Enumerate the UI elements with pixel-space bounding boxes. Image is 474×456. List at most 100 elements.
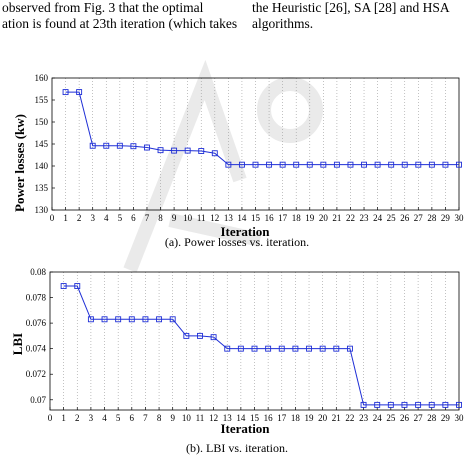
x-tick-label-a-24: 24 bbox=[373, 213, 383, 223]
x-tick-label-a-21: 21 bbox=[332, 213, 341, 223]
x-tick-label-b-12: 12 bbox=[209, 413, 218, 423]
x-tick-label-a-4: 4 bbox=[104, 213, 109, 223]
x-tick-label-a-30: 30 bbox=[455, 213, 465, 223]
data-point-b-4 bbox=[101, 316, 108, 323]
data-point-b-24 bbox=[374, 401, 381, 408]
x-tick-label-a-2: 2 bbox=[77, 213, 82, 223]
data-point-a-30 bbox=[456, 161, 462, 168]
x-tick-label-a-27: 27 bbox=[414, 213, 424, 223]
x-tick-label-a-19: 19 bbox=[305, 213, 315, 223]
y-tick-label-a-0: 130 bbox=[35, 205, 49, 215]
data-point-a-23 bbox=[361, 161, 367, 168]
x-tick-label-b-14: 14 bbox=[236, 413, 246, 423]
data-point-a-1 bbox=[62, 89, 69, 96]
x-tick-label-a-22: 22 bbox=[346, 213, 355, 223]
x-tick-label-b-3: 3 bbox=[89, 413, 94, 423]
x-tick-label-a-16: 16 bbox=[265, 213, 275, 223]
y-tick-label-b-2: 0.074 bbox=[26, 344, 47, 354]
data-point-b-3 bbox=[87, 316, 94, 323]
y-axis-label-b: LBI bbox=[10, 333, 25, 355]
power-losses-chart: 0 1 2 3 4 5 6 7 8 9 10 11 12 13 14 15 16 17 18 19 20 21 22 23 24… bbox=[12, 73, 465, 239]
data-point-b-5 bbox=[115, 316, 122, 323]
x-tick-label-a-1: 1 bbox=[63, 213, 68, 223]
data-point-a-18 bbox=[293, 161, 300, 168]
y-tick-label-b-1: 0.072 bbox=[26, 369, 46, 379]
data-point-b-9 bbox=[169, 316, 176, 323]
x-tick-label-b-1: 1 bbox=[61, 413, 66, 423]
x-tick-label-a-28: 28 bbox=[427, 213, 437, 223]
series-line-b bbox=[63, 285, 459, 406]
data-point-b-8 bbox=[156, 316, 163, 323]
data-point-b-2 bbox=[74, 283, 81, 290]
x-tick-label-b-27: 27 bbox=[414, 413, 424, 423]
data-point-b-20 bbox=[319, 345, 326, 352]
x-tick-label-a-6: 6 bbox=[131, 213, 136, 223]
data-point-a-6 bbox=[130, 143, 137, 150]
x-tick-label-a-13: 13 bbox=[224, 213, 234, 223]
data-point-b-21 bbox=[333, 345, 340, 352]
data-point-a-16 bbox=[266, 161, 273, 168]
data-point-a-8 bbox=[157, 147, 164, 154]
x-tick-label-a-10: 10 bbox=[183, 213, 193, 223]
data-point-a-7 bbox=[144, 144, 150, 151]
y-tick-label-a-2: 140 bbox=[35, 161, 49, 171]
x-tick-label-a-5: 5 bbox=[118, 213, 123, 223]
x-tick-label-b-9: 9 bbox=[170, 413, 175, 423]
x-tick-label-a-0: 0 bbox=[50, 213, 55, 223]
x-tick-label-a-20: 20 bbox=[319, 213, 329, 223]
data-point-b-27 bbox=[415, 401, 422, 408]
data-point-b-6 bbox=[128, 316, 135, 323]
y-axis-label-a: Power losses (kw) bbox=[12, 114, 27, 212]
right-column-line-2: algorithms. bbox=[252, 16, 314, 31]
data-point-b-7 bbox=[142, 316, 149, 323]
data-point-a-13 bbox=[225, 161, 232, 168]
x-tick-label-b-7: 7 bbox=[143, 413, 148, 423]
y-tick-label-b-5: 0.08 bbox=[30, 267, 46, 277]
data-point-a-26 bbox=[401, 161, 408, 168]
x-tick-label-b-6: 6 bbox=[130, 413, 135, 423]
plot-area-a: 0 1 2 3 4 5 6 7 8 9 10 11 12 13 14 15 16 17 18 19 20 21 22 23 24… bbox=[35, 73, 465, 223]
x-tick-label-b-15: 15 bbox=[250, 413, 260, 423]
data-point-b-13 bbox=[224, 345, 231, 352]
x-tick-label-a-11: 11 bbox=[197, 213, 206, 223]
x-tick-label-b-16: 16 bbox=[264, 413, 274, 423]
x-tick-label-a-12: 12 bbox=[210, 213, 219, 223]
data-point-a-3 bbox=[89, 142, 96, 149]
x-tick-label-a-7: 7 bbox=[145, 213, 150, 223]
x-tick-label-b-5: 5 bbox=[116, 413, 121, 423]
x-tick-label-b-10: 10 bbox=[182, 413, 192, 423]
x-tick-label-b-20: 20 bbox=[318, 413, 328, 423]
data-point-a-21 bbox=[333, 161, 340, 168]
y-tick-label-a-4: 150 bbox=[35, 117, 49, 127]
caption-a: (a). Power losses vs. iteration. bbox=[164, 235, 310, 249]
left-column-line-2: ation is found at 23th iteration (which … bbox=[2, 16, 238, 31]
data-point-a-17 bbox=[279, 161, 286, 168]
left-column-line-1: observed from Fig. 3 that the optimal bbox=[2, 0, 204, 15]
data-point-a-2 bbox=[76, 89, 83, 96]
x-tick-label-a-29: 29 bbox=[441, 213, 451, 223]
x-axis-label-a: Iteration bbox=[220, 224, 270, 239]
x-tick-label-b-26: 26 bbox=[400, 413, 410, 423]
x-tick-label-b-11: 11 bbox=[196, 413, 205, 423]
x-tick-label-b-4: 4 bbox=[102, 413, 107, 423]
data-point-b-15 bbox=[251, 345, 258, 352]
x-axis-label-b: Iteration bbox=[220, 421, 270, 436]
data-point-b-10 bbox=[183, 332, 190, 339]
data-point-b-28 bbox=[428, 401, 435, 408]
x-tick-label-b-0: 0 bbox=[48, 413, 53, 423]
series-line-a bbox=[65, 91, 459, 166]
data-point-a-9 bbox=[171, 147, 178, 154]
data-point-b-11 bbox=[197, 332, 203, 339]
x-tick-label-a-8: 8 bbox=[158, 213, 163, 223]
data-point-a-14 bbox=[238, 161, 245, 168]
data-point-a-28 bbox=[428, 161, 435, 168]
x-tick-label-b-21: 21 bbox=[332, 413, 341, 423]
x-tick-label-a-14: 14 bbox=[237, 213, 247, 223]
data-point-b-14 bbox=[237, 345, 244, 352]
x-tick-label-b-25: 25 bbox=[386, 413, 396, 423]
x-tick-label-b-30: 30 bbox=[455, 413, 465, 423]
data-point-a-10 bbox=[184, 147, 191, 154]
y-tick-label-b-3: 0.076 bbox=[26, 318, 47, 328]
x-tick-label-b-23: 23 bbox=[359, 413, 369, 423]
data-point-a-24 bbox=[374, 161, 381, 168]
